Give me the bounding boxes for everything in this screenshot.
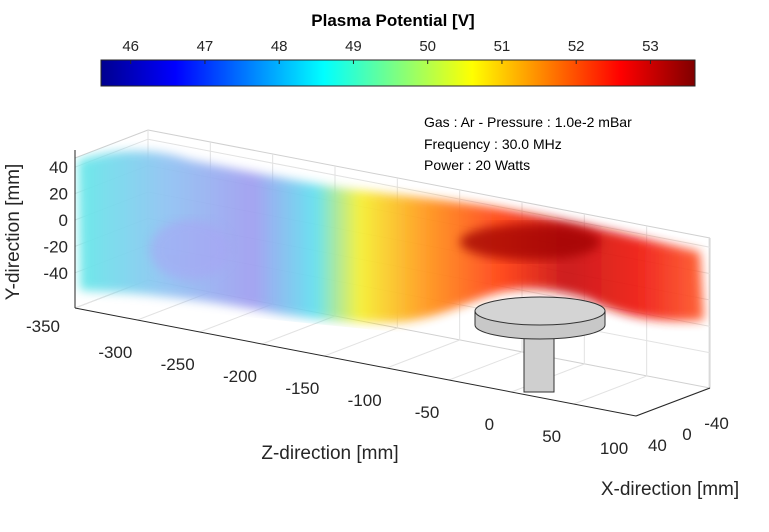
annotation-power: Power : 20 Watts	[424, 157, 530, 173]
z-tick-label: -100	[348, 391, 382, 410]
annotation-gas-pressure: Gas : Ar - Pressure : 1.0e-2 mBar	[424, 114, 632, 130]
back-wall-top-edge	[147, 129, 711, 239]
z-grid-line	[448, 351, 523, 381]
colorbar-tick-label: 47	[197, 38, 214, 55]
y-tick-label: 20	[49, 185, 68, 204]
colorbar-tick-label: 53	[642, 38, 659, 55]
z-tick-label: -200	[223, 367, 257, 386]
chart-title: Plasma Potential [V]	[311, 11, 474, 30]
z-tick-label: -300	[98, 343, 132, 362]
x-axis-line	[635, 387, 711, 417]
colorbar: 46 47 48 49 50 51 52 53	[100, 38, 696, 87]
z-grid-line	[386, 339, 460, 369]
z-tick-label: 100	[600, 439, 628, 458]
colorbar-tick-label: 51	[494, 38, 511, 55]
x-axis-label: X-direction [mm]	[601, 479, 739, 500]
z-grid-line	[573, 375, 647, 405]
z-tick-label: -50	[415, 403, 440, 422]
z-grid-line	[324, 327, 398, 357]
y-tick-label: 0	[59, 211, 68, 230]
z-tick-label: -150	[285, 379, 319, 398]
y-tick-label: 40	[49, 158, 68, 177]
z-axis-line	[74, 307, 637, 417]
front-axis-lines	[74, 150, 711, 417]
y-axis-label: Y-direction [mm]	[3, 164, 24, 301]
top-left-edge	[74, 129, 149, 159]
x-tick-labels: -40 0 40	[648, 414, 729, 455]
antenna-disk-top	[474, 296, 606, 326]
z-tick-label: -350	[26, 317, 60, 336]
annotation-block: Gas : Ar - Pressure : 1.0e-2 mBar Freque…	[424, 114, 632, 173]
y-grid-line-back	[147, 138, 711, 248]
antenna-pedestal	[523, 331, 555, 393]
z-tick-label: 0	[485, 415, 494, 434]
z-tick-label: 50	[542, 427, 561, 446]
colorbar-tick-label: 52	[568, 38, 585, 55]
surface-lowspot	[150, 220, 230, 280]
potential-surface	[78, 150, 704, 323]
z-axis-label: Z-direction [mm]	[261, 443, 398, 464]
z-grid-line	[261, 315, 336, 345]
colorbar-tick-label: 46	[122, 38, 139, 55]
x-tick-label: 0	[682, 425, 691, 444]
x-tick-label: 40	[648, 436, 667, 455]
y-tick-labels: 40 20 0 -20 -40	[43, 158, 68, 283]
colorbar-tick-label: 50	[419, 38, 436, 55]
z-tick-labels: -350 -300 -250 -200 -150 -100 -50 0 50 100	[26, 317, 628, 458]
y-tick-label: -20	[43, 237, 68, 256]
x-tick-label: -40	[704, 414, 729, 433]
colorbar-tick-label: 49	[345, 38, 362, 55]
colorbar-tick-label: 48	[271, 38, 288, 55]
colorbar-gradient	[100, 59, 696, 87]
z-tick-label: -250	[161, 355, 195, 374]
annotation-frequency: Frequency : 30.0 MHz	[424, 136, 562, 152]
surface-body	[78, 150, 704, 323]
surface-hotspot	[460, 224, 600, 260]
y-tick-label: -40	[43, 264, 68, 283]
antenna-model	[474, 296, 606, 393]
